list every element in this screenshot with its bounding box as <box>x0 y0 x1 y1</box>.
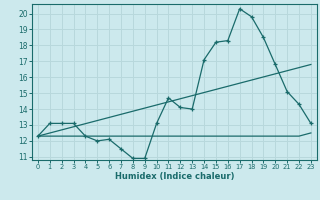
X-axis label: Humidex (Indice chaleur): Humidex (Indice chaleur) <box>115 172 234 181</box>
